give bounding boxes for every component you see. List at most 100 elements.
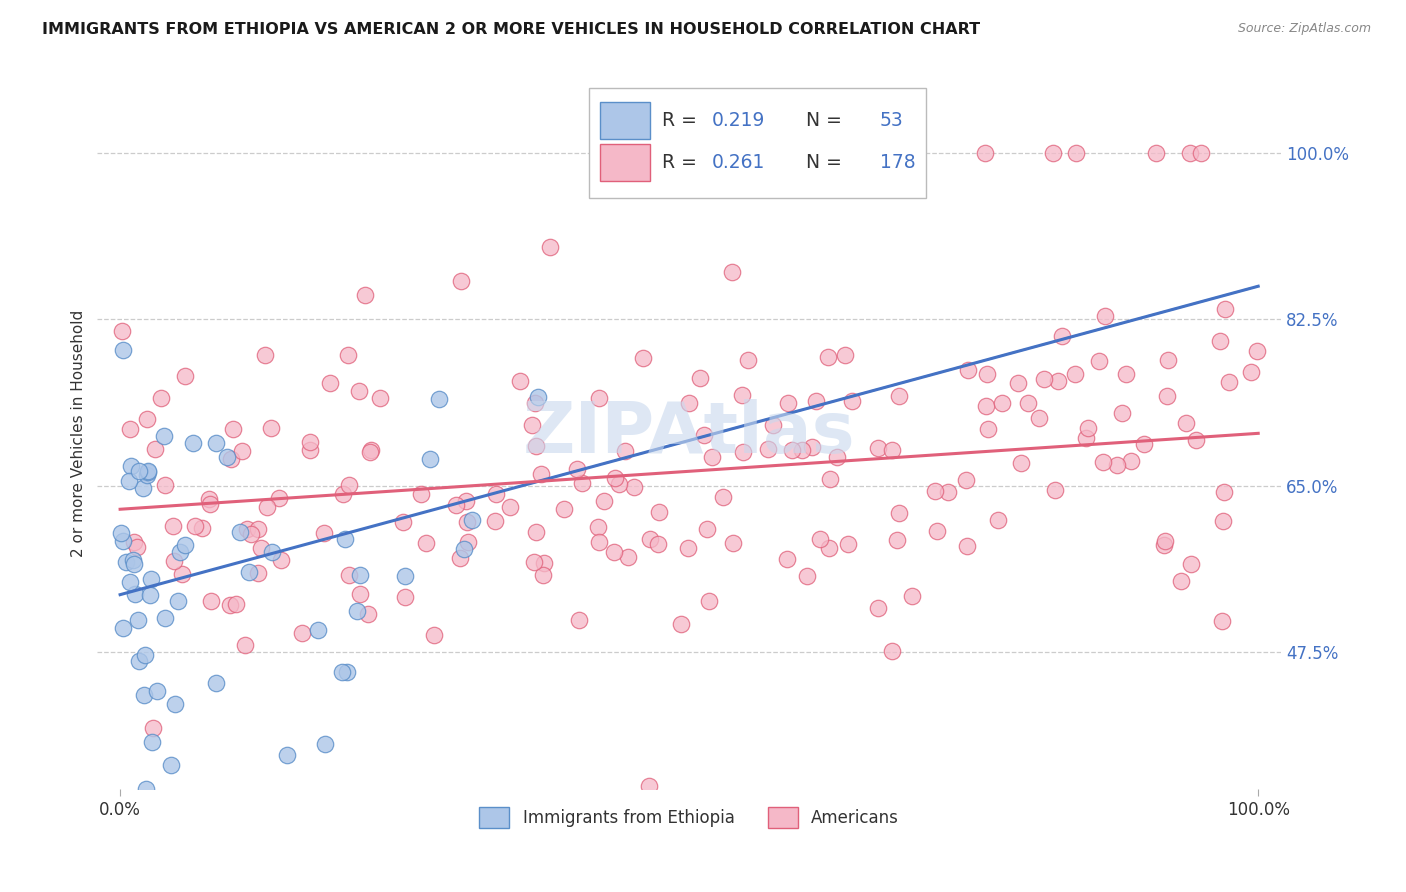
Point [530,467,553,481]
Point [173,369,195,384]
Point [127,613,149,627]
Point [422,628,444,642]
Point [1170,574,1192,588]
Point [957,363,980,377]
Point [112,621,135,635]
Point [136,412,159,426]
Point [1042,146,1064,161]
Point [170,567,193,582]
Point [1092,455,1115,469]
Point [790,442,813,457]
Point [721,536,744,550]
Point [456,515,478,529]
Point [1076,430,1098,444]
Point [1153,538,1175,552]
Point [349,567,371,582]
Point [114,555,136,569]
Text: R =: R = [662,153,703,172]
Point [276,748,298,763]
Point [150,392,173,406]
Point [1180,557,1202,571]
Text: N =: N = [794,111,848,129]
Point [118,574,141,589]
Point [1240,365,1263,379]
Point [184,519,207,533]
Point [222,422,245,436]
Point [111,324,134,338]
Point [181,435,204,450]
Text: R =: R = [662,111,703,129]
Point [167,594,190,608]
Point [218,599,240,613]
Point [974,146,997,161]
Text: Source: ZipAtlas.com: Source: ZipAtlas.com [1237,22,1371,36]
Point [453,542,475,557]
Text: ZIPAtlas: ZIPAtlas [523,399,855,467]
Point [240,527,263,541]
Point [638,780,661,794]
Point [776,552,799,566]
Point [1246,343,1268,358]
Point [882,443,904,458]
Point [603,544,626,558]
Point [136,464,159,478]
Point [827,450,849,465]
FancyBboxPatch shape [600,102,650,138]
Point [1010,456,1032,470]
Point [737,352,759,367]
Point [925,524,948,538]
Point [319,376,342,390]
Point [1157,352,1180,367]
Point [1212,514,1234,528]
Point [128,464,150,478]
Point [1209,334,1232,348]
Point [692,427,714,442]
Point [956,539,979,553]
Point [337,567,360,582]
Point [568,613,591,627]
Point [987,513,1010,527]
Point [1064,146,1087,161]
Point [1077,420,1099,434]
Point [1174,416,1197,430]
Point [1119,453,1142,467]
Point [817,350,839,364]
Point [165,698,187,712]
Point [124,587,146,601]
Point [138,588,160,602]
Point [314,738,336,752]
Point [553,502,575,516]
Point [889,507,911,521]
Point [533,557,555,571]
Point [901,589,924,603]
Point [499,500,522,514]
Point [132,688,155,702]
Point [880,643,903,657]
Point [120,422,142,436]
Point [457,534,479,549]
Point [866,441,889,455]
Point [299,434,322,449]
Point [307,623,329,637]
Point [122,557,145,571]
Point [1218,376,1240,390]
Point [153,429,176,443]
Point [524,440,547,454]
Point [593,494,616,508]
Point [153,478,176,492]
Point [238,566,260,580]
Text: IMMIGRANTS FROM ETHIOPIA VS AMERICAN 2 OR MORE VEHICLES IN HOUSEHOLD CORRELATION: IMMIGRANTS FROM ETHIOPIA VS AMERICAN 2 O… [42,22,980,37]
Point [225,597,247,611]
Point [1211,614,1233,628]
Point [112,533,135,548]
Point [204,675,226,690]
Point [834,348,856,362]
Point [267,491,290,505]
Point [522,555,544,569]
Point [247,522,270,536]
Point [169,545,191,559]
Point [936,484,959,499]
Point [198,491,221,506]
Point [977,422,1000,436]
Point [236,523,259,537]
